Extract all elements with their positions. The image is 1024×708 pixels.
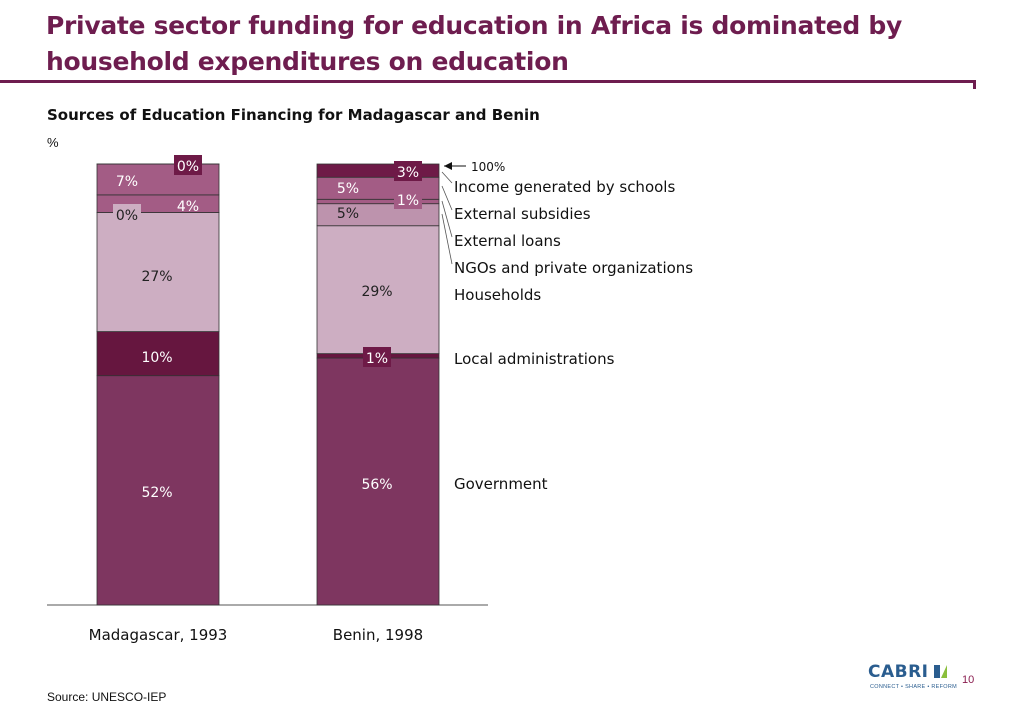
data-label-external-loans-benin-1998: 1%	[397, 193, 419, 209]
cabri-logo: CABRI CONNECT • SHARE • REFORM	[868, 662, 957, 694]
data-label-box-external-loans-benin-1998	[394, 189, 422, 209]
bar-segment-households-benin-1998	[316, 225, 440, 355]
data-label-external-subsidies-madagascar-1993: 7%	[116, 174, 138, 190]
page-number: 10	[962, 674, 975, 686]
total-marker-arrow-icon	[444, 162, 452, 170]
page-title: Private sector funding for education in …	[46, 11, 902, 76]
legend-label-government: Government	[454, 475, 548, 493]
data-label-box-local-administrations-benin-1998	[363, 347, 391, 367]
title-divider-tick	[973, 80, 976, 89]
legend-leader-income-generated-by-schools	[441, 171, 453, 184]
legend-label-local-administrations: Local administrations	[454, 350, 615, 368]
bar-segment-government-benin-1998	[316, 357, 440, 606]
data-label-government-madagascar-1993: 52%	[141, 485, 172, 501]
legend-label-ngos-and-private-organizations: NGOs and private organizations	[454, 259, 693, 277]
title-divider	[0, 80, 976, 83]
legend-leader-external-subsidies	[441, 185, 453, 211]
bar-segment-local-administrations-madagascar-1993	[96, 331, 220, 377]
data-label-income-generated-by-schools-benin-1998: 3%	[397, 165, 419, 181]
data-label-households-benin-1998: 29%	[361, 284, 392, 300]
data-label-box-income-generated-by-schools-madagascar-1993	[174, 155, 202, 175]
data-label-box-income-generated-by-schools-benin-1998	[394, 161, 422, 181]
total-label: 100%	[471, 160, 505, 174]
logo-tagline: CONNECT • SHARE • REFORM	[870, 684, 958, 690]
legend-leader-ngos-and-private-organizations	[441, 213, 453, 265]
legend-leader-external-loans	[441, 200, 453, 238]
logo-text: CABRI	[868, 662, 929, 682]
source-note: Source: UNESCO-IEP	[47, 690, 167, 704]
data-label-government-benin-1998: 56%	[361, 477, 392, 493]
data-label-external-loans-madagascar-1993: 4%	[177, 199, 199, 215]
legend-label-income-generated-by-schools: Income generated by schools	[454, 178, 675, 196]
x-tick-label-madagascar-1993: Madagascar, 1993	[89, 626, 228, 644]
legend-label-external-subsidies: External subsidies	[454, 205, 591, 223]
chart-subtitle: Sources of Education Financing for Madag…	[47, 106, 540, 124]
data-label-income-generated-by-schools-madagascar-1993: 0%	[177, 159, 199, 175]
data-label-ngos-and-private-organizations-madagascar-1993: 0%	[116, 208, 138, 224]
data-label-local-administrations-benin-1998: 1%	[366, 351, 388, 367]
logo-mark-icon	[934, 665, 947, 678]
data-label-households-madagascar-1993: 27%	[141, 269, 172, 285]
legend-label-households: Households	[454, 286, 541, 304]
bar-segment-households-madagascar-1993	[96, 212, 220, 332]
data-label-external-subsidies-benin-1998: 5%	[337, 181, 359, 197]
data-label-local-administrations-madagascar-1993: 10%	[141, 350, 172, 366]
bar-segment-government-madagascar-1993	[96, 375, 220, 606]
data-label-box-ngos-and-private-organizations-madagascar-1993	[113, 204, 141, 224]
legend-label-external-loans: External loans	[454, 232, 561, 250]
data-label-ngos-and-private-organizations-benin-1998: 5%	[337, 206, 359, 222]
unit-label: %	[47, 135, 59, 150]
x-tick-label-benin-1998: Benin, 1998	[333, 626, 423, 644]
